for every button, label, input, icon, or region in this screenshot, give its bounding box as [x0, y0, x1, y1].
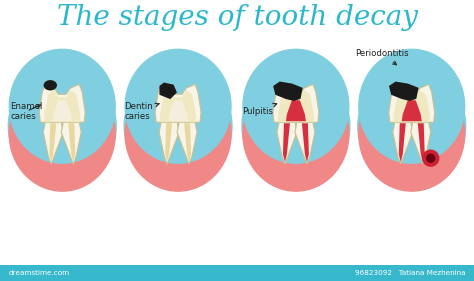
Polygon shape	[160, 83, 176, 98]
Polygon shape	[277, 122, 297, 164]
Text: The stages of tooth decay: The stages of tooth decay	[56, 4, 418, 31]
Polygon shape	[394, 90, 430, 122]
Polygon shape	[61, 122, 81, 164]
Ellipse shape	[9, 68, 116, 184]
Polygon shape	[159, 122, 179, 164]
Polygon shape	[389, 84, 435, 122]
Polygon shape	[273, 84, 319, 122]
Text: Periodontitis: Periodontitis	[355, 49, 409, 65]
Ellipse shape	[44, 81, 56, 90]
Polygon shape	[168, 100, 188, 121]
Ellipse shape	[358, 68, 465, 184]
Polygon shape	[278, 90, 314, 122]
Text: Enamel
caries: Enamel caries	[10, 101, 43, 121]
Ellipse shape	[125, 77, 231, 191]
Polygon shape	[393, 122, 413, 164]
Polygon shape	[274, 82, 302, 100]
Polygon shape	[411, 122, 431, 164]
Polygon shape	[165, 123, 172, 162]
Ellipse shape	[125, 49, 231, 163]
Ellipse shape	[9, 77, 115, 191]
Ellipse shape	[359, 77, 465, 191]
Polygon shape	[177, 122, 197, 164]
FancyBboxPatch shape	[0, 265, 474, 281]
Polygon shape	[283, 123, 290, 162]
Circle shape	[423, 150, 439, 166]
Text: dreamstime.com: dreamstime.com	[9, 270, 70, 276]
Polygon shape	[295, 122, 315, 164]
Polygon shape	[286, 100, 306, 121]
Polygon shape	[160, 90, 196, 122]
Polygon shape	[418, 123, 425, 162]
Polygon shape	[155, 84, 201, 122]
Polygon shape	[49, 123, 56, 162]
Ellipse shape	[359, 49, 465, 163]
Polygon shape	[184, 123, 191, 162]
Text: Pulpitis: Pulpitis	[242, 103, 277, 116]
Polygon shape	[52, 100, 72, 121]
Polygon shape	[399, 123, 406, 162]
Polygon shape	[68, 123, 75, 162]
Text: Dentin
caries: Dentin caries	[124, 101, 159, 121]
Ellipse shape	[9, 49, 115, 163]
Polygon shape	[402, 100, 422, 121]
Ellipse shape	[124, 68, 232, 184]
Polygon shape	[43, 122, 63, 164]
Ellipse shape	[242, 68, 350, 184]
Ellipse shape	[243, 49, 349, 163]
Polygon shape	[39, 84, 85, 122]
Polygon shape	[302, 123, 309, 162]
Text: 96823092   Tatiana Mezhenina: 96823092 Tatiana Mezhenina	[355, 270, 465, 276]
Ellipse shape	[243, 77, 349, 191]
Circle shape	[427, 154, 435, 162]
Polygon shape	[44, 90, 80, 122]
Polygon shape	[390, 82, 418, 100]
